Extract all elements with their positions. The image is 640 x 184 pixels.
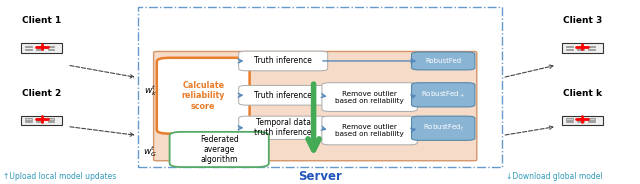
FancyBboxPatch shape (562, 43, 603, 53)
FancyBboxPatch shape (26, 118, 32, 119)
FancyBboxPatch shape (589, 49, 595, 50)
FancyBboxPatch shape (48, 121, 54, 122)
Text: Client k: Client k (563, 89, 602, 98)
Text: Server: Server (298, 170, 342, 183)
Text: RobustFed$_+$: RobustFed$_+$ (421, 90, 465, 100)
FancyBboxPatch shape (36, 118, 44, 119)
FancyBboxPatch shape (412, 52, 475, 70)
FancyBboxPatch shape (26, 121, 32, 122)
Text: Truth inference: Truth inference (254, 56, 312, 66)
Text: Client 1: Client 1 (22, 16, 61, 25)
Text: Remove outlier
based on reliability: Remove outlier based on reliability (335, 91, 404, 104)
Text: Federated
average
algorithm: Federated average algorithm (200, 135, 239, 164)
FancyBboxPatch shape (577, 49, 584, 50)
FancyBboxPatch shape (562, 116, 603, 125)
FancyBboxPatch shape (577, 118, 584, 119)
FancyBboxPatch shape (36, 121, 44, 122)
FancyBboxPatch shape (239, 51, 328, 71)
FancyBboxPatch shape (48, 49, 54, 50)
FancyBboxPatch shape (239, 85, 328, 105)
FancyBboxPatch shape (21, 116, 62, 125)
FancyBboxPatch shape (26, 46, 32, 47)
FancyBboxPatch shape (566, 49, 573, 50)
FancyBboxPatch shape (322, 116, 417, 145)
FancyBboxPatch shape (26, 49, 32, 50)
FancyBboxPatch shape (412, 116, 475, 140)
FancyBboxPatch shape (589, 118, 595, 119)
Text: RobustFed$_t$: RobustFed$_t$ (422, 123, 464, 133)
FancyBboxPatch shape (589, 46, 595, 47)
Text: $w^t_G$: $w^t_G$ (143, 144, 157, 159)
FancyBboxPatch shape (170, 132, 269, 167)
Text: Calculate
reliability
score: Calculate reliability score (182, 81, 225, 111)
Text: $w^t_k$: $w^t_k$ (144, 83, 157, 98)
Text: Client 2: Client 2 (22, 89, 61, 98)
FancyBboxPatch shape (48, 46, 54, 47)
FancyBboxPatch shape (412, 83, 475, 107)
FancyBboxPatch shape (36, 49, 44, 50)
FancyBboxPatch shape (577, 46, 584, 47)
FancyBboxPatch shape (566, 118, 573, 119)
Text: Remove outlier
based on reliability: Remove outlier based on reliability (335, 124, 404, 137)
FancyBboxPatch shape (589, 121, 595, 122)
FancyBboxPatch shape (566, 46, 573, 47)
FancyBboxPatch shape (239, 116, 328, 139)
Text: Truth inference: Truth inference (254, 91, 312, 100)
FancyBboxPatch shape (157, 58, 250, 134)
Text: Temporal data
truth inference: Temporal data truth inference (255, 118, 312, 137)
FancyBboxPatch shape (322, 83, 417, 112)
Text: Client 3: Client 3 (563, 16, 602, 25)
Text: ↑Upload local model updates: ↑Upload local model updates (3, 172, 116, 181)
FancyBboxPatch shape (48, 118, 54, 119)
FancyBboxPatch shape (566, 121, 573, 122)
FancyBboxPatch shape (577, 121, 584, 122)
FancyBboxPatch shape (154, 52, 477, 161)
Text: ↓Download global model: ↓Download global model (506, 172, 602, 181)
Text: RobustFed: RobustFed (425, 58, 461, 64)
FancyBboxPatch shape (21, 43, 62, 53)
FancyBboxPatch shape (36, 46, 44, 47)
